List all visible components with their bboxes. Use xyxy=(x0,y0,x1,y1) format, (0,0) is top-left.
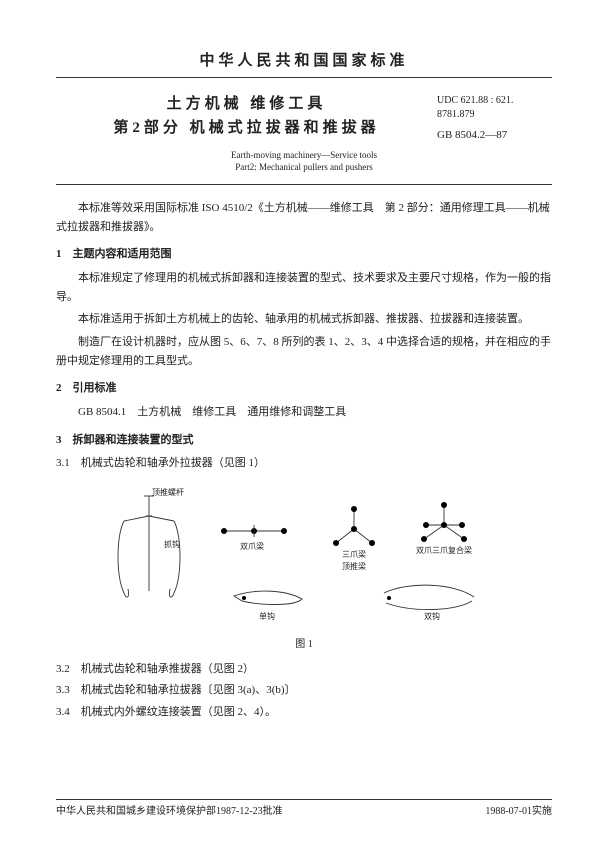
p3-4: 3.4 机械式内外螺纹连接装置（见图 2、4）。 xyxy=(56,703,552,722)
title-zh-2: 第2部分 机械式拉拔器和推拔器 xyxy=(56,116,437,140)
fig-label-c: 双爪梁 xyxy=(240,541,264,553)
rule-mid xyxy=(56,184,552,185)
title-en: Earth-moving machinery—Service tools Par… xyxy=(56,149,552,174)
p3-3: 3.3 机械式齿轮和轴承拉拔器〔见图 3(a)、3(b)〕 xyxy=(56,681,552,700)
udc-line1: UDC 621.88 : 621. xyxy=(437,94,552,108)
udc-line2: 8781.879 xyxy=(437,108,552,122)
fig-label-e: 双爪三爪复合梁 xyxy=(416,545,472,557)
heading-1: 1 主题内容和适用范围 xyxy=(56,246,552,263)
fig-label-f: 顶推梁 xyxy=(342,561,366,573)
p3-2: 3.2 机械式齿轮和轴承推拔器（见图 2） xyxy=(56,660,552,679)
fig-label-b: 抓钩 xyxy=(164,539,180,551)
heading-2: 2 引用标准 xyxy=(56,380,552,397)
title-zh-1: 土方机械 维修工具 xyxy=(56,92,437,116)
footer: 中华人民共和国城乡建设环境保护部1987-12-23批准 1988-07-01实… xyxy=(56,799,552,819)
fig-label-g: 单钩 xyxy=(259,611,275,623)
fig-label-d: 三爪梁 xyxy=(342,549,366,561)
p3-1: 3.1 机械式齿轮和轴承外拉拔器（见图 1） xyxy=(56,454,552,473)
p1b: 本标准适用于拆卸土方机械上的齿轮、轴承用的机械式拆卸器、推拔器、拉拔器和连接装置… xyxy=(56,310,552,329)
gb-code: GB 8504.2—87 xyxy=(437,128,552,143)
rule-top xyxy=(56,77,552,78)
title-codes: UDC 621.88 : 621. 8781.879 GB 8504.2—87 xyxy=(437,92,552,143)
figure-1: 顶推螺杆 抓钩 双爪梁 三爪梁 双爪三爪复合梁 顶推梁 单钩 双钩 xyxy=(94,481,514,631)
p1a: 本标准规定了修理用的机械式拆卸器和连接装置的型式、技术要求及主要尺寸规格，作为一… xyxy=(56,269,552,306)
title-block: 土方机械 维修工具 第2部分 机械式拉拔器和推拔器 UDC 621.88 : 6… xyxy=(56,92,552,143)
title-en-1: Earth-moving machinery—Service tools xyxy=(56,149,552,162)
footer-right: 1988-07-01实施 xyxy=(485,804,552,819)
footer-left: 中华人民共和国城乡建设环境保护部1987-12-23批准 xyxy=(56,804,283,819)
fig-label-h: 双钩 xyxy=(424,611,440,623)
title-left: 土方机械 维修工具 第2部分 机械式拉拔器和推拔器 xyxy=(56,92,437,140)
fig-label-a: 顶推螺杆 xyxy=(152,487,184,499)
title-en-2: Part2: Mechanical pullers and pushers xyxy=(56,161,552,174)
p1c: 制造厂在设计机器时，应从图 5、6、7、8 所列的表 1、2、3、4 中选择合适… xyxy=(56,333,552,370)
p2: GB 8504.1 土方机械 维修工具 通用维修和调整工具 xyxy=(78,403,552,422)
heading-3: 3 拆卸器和连接装置的型式 xyxy=(56,432,552,449)
nation-header: 中华人民共和国国家标准 xyxy=(56,50,552,73)
figure-caption: 图 1 xyxy=(56,637,552,652)
intro-paragraph: 本标准等效采用国际标准 ISO 4510/2《土方机械——维修工具 第 2 部分… xyxy=(56,199,552,236)
